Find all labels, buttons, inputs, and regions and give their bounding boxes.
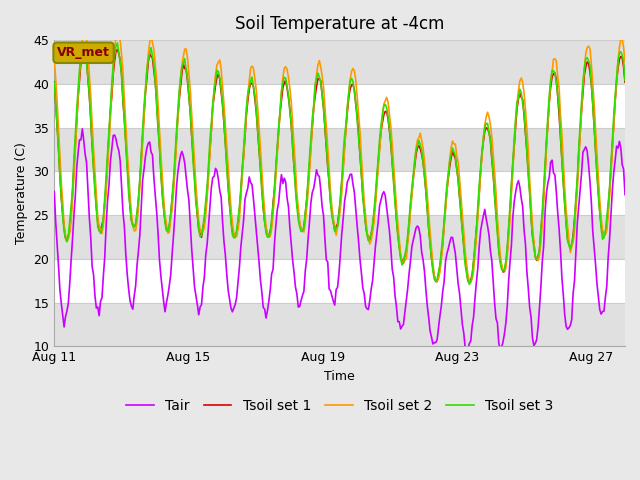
Tair — [223, 271, 230, 277]
Tsoil set 1 — [51, 79, 58, 85]
Bar — [54, 128, 625, 171]
Tsoil set 2 — [471, 252, 479, 258]
Tsoil set 1 — [471, 246, 479, 252]
Tsoil set 2 — [51, 57, 58, 63]
Tsoil set 3 — [453, 165, 461, 171]
Tair — [243, 190, 250, 196]
Tsoil set 2 — [243, 108, 250, 114]
Line: Tair: Tair — [54, 129, 625, 351]
Tsoil set 2 — [113, 29, 121, 35]
Tsoil set 2 — [453, 153, 461, 158]
Y-axis label: Temperature (C): Temperature (C) — [15, 143, 28, 244]
Bar — [54, 215, 625, 259]
Tsoil set 2 — [566, 250, 574, 255]
Tsoil set 3 — [243, 105, 250, 111]
Tsoil set 3 — [51, 80, 58, 85]
Tair — [51, 189, 58, 194]
Tair — [79, 126, 86, 132]
Bar — [54, 84, 625, 128]
Line: Tsoil set 3: Tsoil set 3 — [54, 43, 625, 284]
Text: VR_met: VR_met — [57, 46, 110, 59]
Tair — [369, 278, 376, 284]
Tair — [621, 192, 629, 198]
Tair — [566, 323, 574, 328]
Line: Tsoil set 2: Tsoil set 2 — [54, 32, 625, 283]
Tsoil set 1 — [433, 279, 441, 285]
Tsoil set 3 — [471, 241, 479, 247]
Tsoil set 3 — [566, 246, 574, 252]
Tsoil set 2 — [621, 59, 629, 65]
Tsoil set 3 — [113, 40, 121, 46]
Tsoil set 1 — [454, 176, 462, 182]
X-axis label: Time: Time — [324, 370, 355, 383]
Tsoil set 1 — [369, 225, 376, 231]
Tsoil set 1 — [566, 245, 574, 251]
Tair — [463, 348, 470, 354]
Tair — [453, 266, 461, 272]
Tsoil set 1 — [113, 47, 121, 52]
Tsoil set 2 — [223, 143, 230, 149]
Bar — [54, 259, 625, 303]
Line: Tsoil set 1: Tsoil set 1 — [54, 49, 625, 282]
Tsoil set 3 — [465, 281, 473, 287]
Legend: Tair, Tsoil set 1, Tsoil set 2, Tsoil set 3: Tair, Tsoil set 1, Tsoil set 2, Tsoil se… — [121, 393, 559, 419]
Bar — [54, 303, 625, 347]
Tsoil set 1 — [621, 79, 629, 85]
Title: Soil Temperature at -4cm: Soil Temperature at -4cm — [235, 15, 444, 33]
Bar — [54, 40, 625, 84]
Tair — [471, 296, 479, 301]
Bar — [54, 171, 625, 215]
Tsoil set 1 — [223, 161, 230, 167]
Tsoil set 2 — [369, 229, 376, 235]
Tsoil set 2 — [467, 280, 475, 286]
Tsoil set 3 — [369, 221, 376, 227]
Tsoil set 3 — [223, 165, 230, 170]
Tsoil set 3 — [621, 77, 629, 83]
Tsoil set 1 — [243, 112, 250, 118]
